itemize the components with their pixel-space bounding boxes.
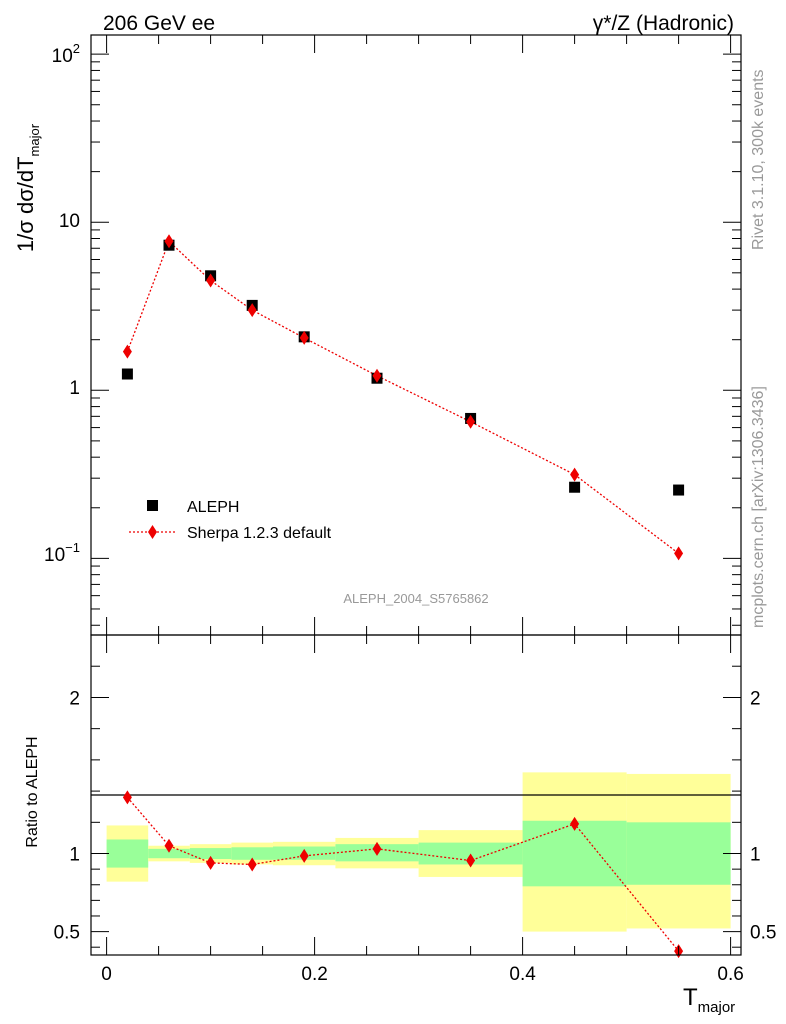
ytick-label-0p1: 10−1 bbox=[44, 540, 80, 566]
ratio-mc-point bbox=[299, 848, 309, 863]
mcplots-label: mcplots.cern.ch [arXiv:1306.3436] bbox=[750, 386, 767, 628]
header-left: 206 GeV ee bbox=[103, 12, 215, 35]
main-ylabel: 1/σ dσ/dTmajor bbox=[13, 123, 42, 252]
mc-point bbox=[372, 368, 382, 383]
ratio-panel: Ratio to ALEPH 0.5 0.5 1 1 2 2 0 0.2 0.4 0.6 Tma… bbox=[24, 634, 777, 1016]
band-inner bbox=[148, 848, 190, 859]
ratio-mc-line bbox=[126, 796, 680, 952]
mc-point bbox=[674, 546, 684, 561]
x-axis-title: Tmajor bbox=[683, 984, 735, 1016]
mc-point bbox=[299, 330, 309, 345]
aleph-point bbox=[673, 484, 685, 496]
main-ylabel-sub: major bbox=[27, 123, 42, 156]
ratio-ytick-label-right: 0.5 bbox=[750, 923, 776, 944]
ratio-mc-point bbox=[206, 855, 216, 870]
xtick-label: 0.2 bbox=[301, 964, 327, 985]
aleph-point bbox=[569, 481, 581, 493]
ratio-ytick-labels: 0.5 0.5 1 1 2 2 bbox=[54, 688, 777, 943]
mc-point bbox=[570, 467, 580, 482]
analysis-watermark: ALEPH_2004_S5765862 bbox=[343, 591, 488, 606]
band-inner bbox=[418, 842, 523, 865]
ratio-ytick-label: 1 bbox=[69, 845, 80, 866]
ratio-mc-point bbox=[372, 841, 382, 856]
legend-label-mc: Sherpa 1.2.3 default bbox=[187, 525, 332, 542]
xtick-label: 0.4 bbox=[509, 964, 536, 985]
main-ylabel-text: 1/σ dσ/dT bbox=[13, 156, 38, 252]
ratio-ytick-label-right: 1 bbox=[750, 845, 761, 866]
main-ticks bbox=[91, 35, 741, 635]
rivet-label: Rivet 3.1.10, 300k events bbox=[750, 69, 767, 250]
main-panel: 1/σ dσ/dTmajor 102 10 1 10−1 ALEPH Sherp… bbox=[13, 34, 742, 636]
band-inner bbox=[522, 820, 627, 887]
band-inner bbox=[626, 822, 731, 885]
ratio-mc-point bbox=[164, 838, 174, 853]
ytick-label-10: 10 bbox=[59, 211, 80, 232]
band-inner bbox=[189, 848, 232, 859]
ytick-label-1: 1 bbox=[69, 378, 80, 399]
legend: ALEPH Sherpa 1.2.3 default bbox=[129, 499, 332, 542]
aleph-point bbox=[121, 368, 133, 380]
ytick-label-100: 102 bbox=[52, 41, 80, 67]
ratio-mc-point bbox=[570, 816, 580, 831]
ratio-bands bbox=[106, 772, 731, 932]
main-marks bbox=[121, 234, 685, 561]
ratio-frame bbox=[90, 634, 742, 956]
mc-point bbox=[164, 234, 174, 249]
mc-point bbox=[247, 303, 257, 318]
band-inner bbox=[231, 847, 273, 860]
ratio-ytick-label-right: 2 bbox=[750, 688, 761, 709]
band-inner bbox=[106, 839, 149, 868]
ratio-ticks bbox=[91, 634, 741, 955]
legend-label-aleph: ALEPH bbox=[187, 499, 239, 516]
mc-point bbox=[206, 273, 216, 288]
ratio-mc-point bbox=[247, 857, 257, 872]
ratio-ylabel: Ratio to ALEPH bbox=[24, 736, 41, 847]
main-frame bbox=[90, 34, 742, 636]
ratio-ytick-label: 0.5 bbox=[54, 923, 80, 944]
ratio-ytick-label: 2 bbox=[69, 688, 80, 709]
ratio-mc-point bbox=[122, 790, 132, 805]
ratio-mc-point bbox=[466, 853, 476, 868]
header-right: γ*/Z (Hadronic) bbox=[593, 12, 734, 35]
legend-marker-mc bbox=[148, 525, 157, 539]
xtick-label: 0 bbox=[101, 964, 112, 985]
xtick-label: 0.6 bbox=[717, 964, 743, 985]
svg-text:1/σ dσ/dTmajor: 1/σ dσ/dTmajor bbox=[13, 123, 42, 252]
ratio-xtick-labels: 0 0.2 0.4 0.6 bbox=[101, 964, 743, 985]
mc-point bbox=[466, 414, 476, 429]
mc-point bbox=[122, 344, 132, 359]
legend-marker-aleph bbox=[147, 500, 158, 511]
